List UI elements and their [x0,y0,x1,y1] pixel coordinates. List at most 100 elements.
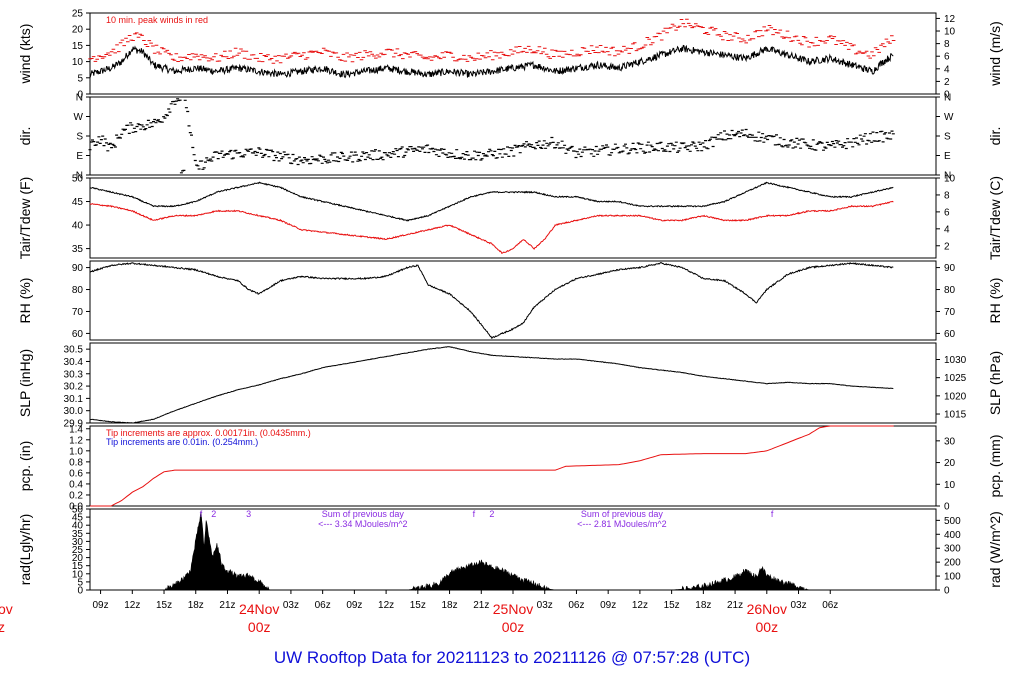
rad-annotation: f [771,509,774,519]
slp-left-tick-label: 30.4 [64,357,84,368]
dir-left-tick-label: N [76,93,83,104]
rad-left-axis-label: rad(Lgly/hr) [17,514,33,586]
slp-right-tick-label: 1025 [944,373,967,384]
wind-series-wind-speed-kts- [89,44,894,79]
x-tick-label-hour: 00z [756,619,779,635]
pcp-left-tick-label: 0.6 [69,468,83,479]
rad-right-tick-label: 500 [944,516,961,527]
wind-left-tick-label: 20 [72,25,84,36]
rad-left-tick-label: 25 [72,545,84,556]
x-tick-label: 03z [283,600,299,611]
rad-right-tick-label: 400 [944,530,961,541]
dir-right-tick-label: W [944,112,954,123]
rh-right-tick-label: 70 [944,307,956,318]
temp-left-tick-label: 40 [72,221,84,232]
x-edge-label-hour: z [0,619,5,635]
x-tick-label: 18z [188,600,204,611]
wind-panel-frame [89,12,937,95]
rad-left-tick-label: 20 [72,553,84,564]
x-tick-label: 25Nov [493,601,533,617]
rad-left-tick-label: 5 [77,577,83,588]
rad-annotation: f [200,509,203,519]
rad-left-tick-label: 30 [72,537,84,548]
wind-series-10-min-peak-winds-kts- [88,18,896,64]
dir-right-axis-label: dir. [987,127,1003,146]
x-tick-label: 26Nov [747,601,787,617]
temp-right-tick-label: 4 [944,224,950,235]
dir-left-tick-label: S [76,132,83,143]
temp-right-tick-label: 8 [944,190,950,201]
rad-left-tick-label: 45 [72,513,84,524]
dir-panel-frame [89,96,937,176]
wind-right-tick-label: 12 [944,14,956,25]
pcp-series-cumulative-precipitation-in- [90,425,894,507]
x-tick-label: 18z [441,600,457,611]
rad-left-tick-label: 15 [72,561,84,572]
x-tick-label: 03z [537,600,553,611]
rh-left-tick-label: 70 [72,307,84,318]
rad-right-tick-label: 200 [944,558,961,569]
rad-left-tick-label: 0 [77,586,83,597]
pcp-right-tick-label: 30 [944,436,956,447]
wind-right-tick-label: 4 [944,64,950,75]
rad-right-axis-label: rad (W/m^2) [987,511,1003,588]
temp-right-axis-label: Tair/Tdew (C) [987,176,1003,260]
slp-panel-frame [89,342,937,424]
wind-left-axis-label: wind (kts) [17,24,33,85]
x-tick-label: 15z [664,600,680,611]
temp-panel-frame [89,177,937,259]
rh-left-tick-label: 80 [72,285,84,296]
x-tick-label: 15z [410,600,426,611]
rh-right-axis-label: RH (%) [987,278,1003,324]
slp-right-axis-label: SLP (hPa) [987,351,1003,415]
x-tick-label: 21z [473,600,489,611]
rad-annotation: Sum of previous day [322,509,405,519]
pcp-right-tick-label: 20 [944,458,956,469]
pcp-left-tick-label: 0.2 [69,490,83,501]
pcp-panel-frame [89,425,937,507]
x-tick-label: 12z [124,600,140,611]
rh-left-tick-label: 60 [72,329,84,340]
x-tick-label: 18z [695,600,711,611]
rad-series-solar-radiation-lgly-hr- [90,510,894,592]
x-tick-label: 15z [156,600,172,611]
wind-left-tick-label: 15 [72,41,84,52]
rad-right-tick-label: 100 [944,572,961,583]
wind-left-tick-label: 5 [77,73,83,84]
slp-left-tick-label: 30.5 [64,345,84,356]
rad-left-tick-label: 40 [72,521,84,532]
temp-right-tick-label: 10 [944,174,956,185]
pcp-right-tick-label: 10 [944,480,956,491]
dir-series-wind-direction-deg- [88,98,895,174]
wind-left-tick-label: 0 [77,90,83,101]
temp-left-tick-label: 45 [72,197,84,208]
wind-right-axis-label: wind (m/s) [987,21,1003,87]
rad-right-tick-label: 0 [944,586,950,597]
x-tick-label: 09z [600,600,616,611]
rad-left-tick-label: 35 [72,529,84,540]
temp-left-axis-label: Tair/Tdew (F) [17,177,33,259]
temp-right-tick-label: 6 [944,207,950,218]
rh-right-tick-label: 60 [944,329,956,340]
slp-left-tick-label: 30.2 [64,382,84,393]
x-tick-label: 09z [93,600,109,611]
rh-panel-frame [89,260,937,341]
wind-right-tick-label: 2 [944,77,950,88]
pcp-left-tick-label: 0.4 [69,479,83,490]
rh-left-axis-label: RH (%) [17,278,33,324]
slp-right-tick-label: 1030 [944,355,967,366]
x-tick-label: 12z [632,600,648,611]
x-tick-label: 21z [727,600,743,611]
temp-left-tick-label: 35 [72,244,84,255]
x-tick-label: 12z [378,600,394,611]
dir-right-tick-label: S [944,132,951,143]
rh-left-tick-label: 90 [72,263,84,274]
wind-right-tick-label: 8 [944,39,950,50]
slp-right-tick-label: 1015 [944,410,967,421]
dir-right-tick-label: N [944,171,951,182]
pcp-left-axis-label: pcp. (in) [17,441,33,492]
pcp-tip-annotation-blue: Tip increments are 0.01in. (0.254mm.) [106,437,258,447]
rh-right-tick-label: 80 [944,285,956,296]
dir-left-tick-label: W [74,112,84,123]
